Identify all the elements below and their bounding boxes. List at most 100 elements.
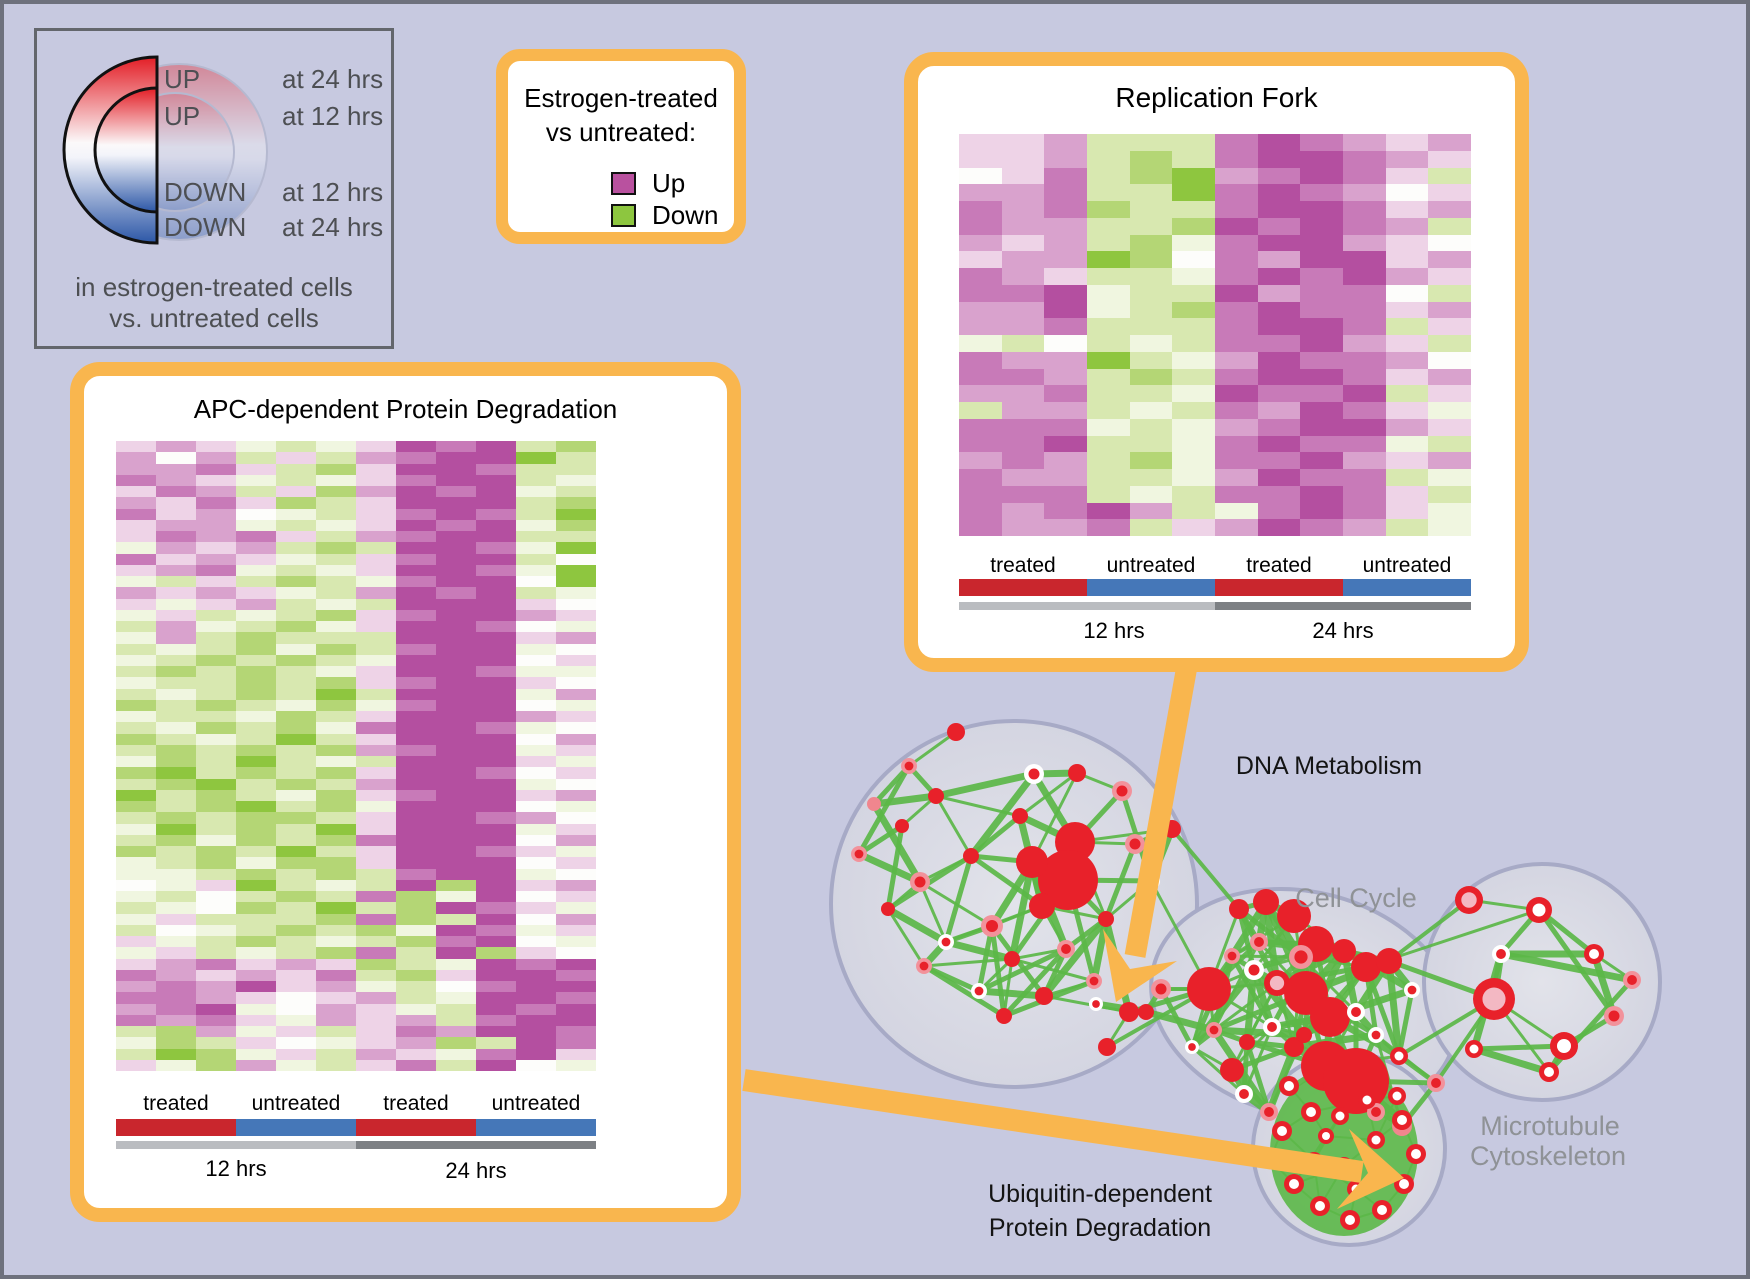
heatmap-cell — [196, 857, 236, 869]
heatmap-cell — [396, 677, 436, 689]
heatmap-cell — [1172, 402, 1215, 419]
heatmap-cell — [356, 486, 396, 498]
heatmap-cell — [516, 846, 556, 858]
heatmap-cell — [1428, 318, 1471, 335]
heatmap-cell — [1001, 184, 1045, 201]
heatmap-cell — [236, 576, 276, 588]
heatmap-cell — [396, 891, 436, 903]
network-node-core — [1394, 1051, 1404, 1061]
heatmap-cell — [276, 801, 316, 813]
heatmap-cell — [1385, 418, 1429, 436]
heatmap-cell — [1385, 234, 1429, 252]
heatmap-cell — [276, 1048, 316, 1060]
network-edge — [873, 792, 937, 808]
heatmap-cell — [196, 1026, 236, 1038]
network-edge — [934, 795, 973, 857]
heatmap-cell — [476, 441, 516, 453]
heatmap-cell — [396, 452, 436, 464]
heatmap-cell — [1001, 134, 1045, 151]
heatmap-cell — [236, 913, 276, 925]
heatmap-cell — [356, 778, 396, 790]
network-node — [1029, 893, 1055, 919]
heatmap-cell — [1044, 469, 1087, 486]
network-edge — [908, 730, 957, 768]
heatmap-cell — [476, 587, 516, 599]
heatmap-cell — [276, 474, 316, 486]
heatmap-cell — [556, 1003, 596, 1015]
heatmap-cell — [556, 812, 596, 824]
heatmap-cell — [1300, 502, 1343, 520]
network-node — [1098, 1038, 1116, 1056]
heatmap-cell — [476, 531, 516, 543]
heatmap-cell — [236, 756, 276, 768]
heatmap-cell — [236, 1059, 276, 1071]
heatmap-cell — [436, 913, 476, 925]
heatmap-cell — [959, 184, 1002, 201]
heatmap-cell — [276, 598, 316, 610]
heatmap-cell — [276, 1014, 316, 1026]
heatmap-cell — [1343, 217, 1386, 235]
heatmap-cell — [156, 857, 196, 869]
heatmap-cell — [156, 1003, 196, 1015]
heatmap-cell — [316, 542, 356, 554]
legend-up-12-time: at 12 hrs — [282, 101, 384, 131]
heatmap-cell — [436, 981, 476, 993]
heatmap-cell — [236, 621, 276, 633]
heatmap-cell — [356, 1026, 396, 1038]
heatmap-cell — [959, 485, 1002, 503]
heatmap-cell — [1087, 351, 1130, 369]
heatmap-cell — [476, 947, 516, 959]
heatmap-cell — [156, 969, 196, 981]
heatmap-cell — [1428, 234, 1471, 252]
heatmap-cell — [1001, 268, 1045, 285]
heatmap-cell — [356, 643, 396, 655]
heatmap-cell — [556, 474, 596, 486]
heatmap-cell — [1428, 385, 1471, 402]
heatmap-cell — [316, 868, 356, 880]
heatmap-cell — [276, 812, 316, 824]
heatmap-cell — [436, 1014, 476, 1026]
heatmap-cell — [1087, 385, 1130, 402]
heatmap-cell — [316, 666, 356, 678]
heatmap-cell — [516, 711, 556, 723]
heatmap-cell — [436, 846, 476, 858]
heatmap-cell — [1385, 368, 1429, 386]
heatmap-cell — [516, 587, 556, 599]
heatmap-cell — [196, 486, 236, 498]
heatmap-cell — [1001, 385, 1045, 402]
heatmap-cell — [1257, 284, 1301, 302]
heatmap-cell — [1300, 452, 1343, 469]
apc-panel-title: APC-dependent Protein Degradation — [193, 394, 618, 424]
heatmap-cell — [556, 564, 596, 576]
heatmap-cell — [316, 913, 356, 925]
heatmap-cell — [356, 722, 396, 734]
heatmap-cell — [1257, 519, 1301, 536]
heatmap-cell — [356, 924, 396, 936]
heatmap-cell — [556, 688, 596, 700]
heatmap-cell — [116, 564, 156, 576]
heatmap-cell — [396, 801, 436, 813]
heatmap-cell — [156, 654, 196, 666]
heatmap-cell — [436, 452, 476, 464]
heatmap-cell — [236, 654, 276, 666]
heatmap-cell — [156, 1048, 196, 1060]
network-node-core — [1392, 1091, 1402, 1101]
heatmap-cell — [236, 1014, 276, 1026]
heatmap-cell — [396, 902, 436, 914]
heatmap-cell — [316, 699, 356, 711]
heatmap-cell — [116, 756, 156, 768]
heatmap-cell — [516, 666, 556, 678]
heatmap-cell — [156, 531, 196, 543]
heatmap-cell — [516, 969, 556, 981]
heatmap-cell — [156, 1059, 196, 1071]
heatmap-cell — [116, 834, 156, 846]
heatmap-cell — [156, 733, 196, 745]
heatmap-cell — [1044, 435, 1087, 453]
heatmap-cell — [556, 936, 596, 948]
heatmap-cell — [1172, 251, 1215, 268]
heatmap-cell — [196, 1003, 236, 1015]
heatmap-cell — [1129, 368, 1173, 386]
heatmap-cell — [1001, 284, 1045, 302]
heatmap-cell — [436, 879, 476, 891]
heatmap-cell — [116, 857, 156, 869]
